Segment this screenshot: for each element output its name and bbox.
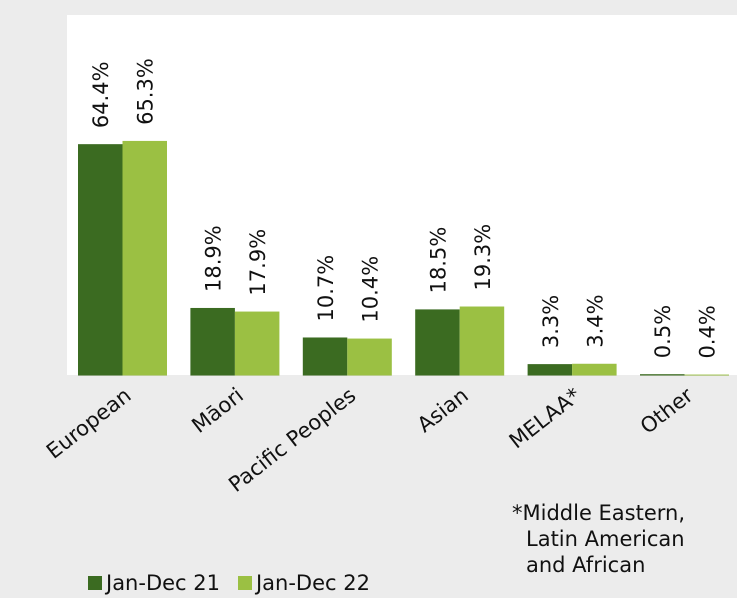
bar-melaa--series-1 bbox=[527, 364, 573, 376]
bar-european-series-1 bbox=[78, 144, 123, 376]
footnote-line-2: Latin American bbox=[526, 527, 685, 551]
category-label: Other bbox=[636, 383, 698, 439]
category-label: MELAA* bbox=[505, 383, 585, 453]
category-label: European bbox=[42, 383, 136, 463]
bar-european-series-2 bbox=[122, 140, 167, 376]
data-label: 3.3% bbox=[539, 295, 563, 348]
data-label: 65.3% bbox=[134, 58, 158, 125]
legend-item-jan-dec-21: Jan-Dec 21 bbox=[88, 571, 220, 595]
category-label: Māori bbox=[187, 383, 248, 438]
bar-m-ori-series-2 bbox=[234, 311, 280, 376]
plot-area bbox=[67, 15, 737, 377]
data-label: 10.7% bbox=[314, 255, 338, 322]
bar-pacific-peoples-series-2 bbox=[347, 338, 392, 376]
bar-melaa--series-2 bbox=[572, 363, 617, 376]
data-label: 18.9% bbox=[202, 225, 226, 292]
legend-label: Jan-Dec 22 bbox=[255, 571, 370, 595]
legend-swatch-light-green bbox=[237, 576, 252, 590]
legend: Jan-Dec 21 Jan-Dec 22 bbox=[88, 568, 370, 598]
data-label: 64.4% bbox=[89, 61, 113, 128]
category-label: Asian bbox=[413, 383, 473, 437]
bar-asian-series-2 bbox=[459, 306, 505, 376]
bar-asian-series-1 bbox=[415, 309, 460, 376]
data-label: 18.5% bbox=[426, 227, 450, 294]
bar-other-series-2 bbox=[684, 374, 729, 377]
data-label: 0.5% bbox=[651, 305, 675, 358]
footnote: *Middle Eastern, Latin American and Afri… bbox=[512, 500, 737, 578]
data-label: 10.4% bbox=[359, 256, 383, 323]
legend-item-jan-dec-22: Jan-Dec 22 bbox=[237, 571, 370, 595]
footnote-line-3: and African bbox=[526, 553, 646, 577]
data-label: 19.3% bbox=[471, 224, 495, 291]
data-label: 17.9% bbox=[246, 229, 270, 296]
legend-swatch-dark-green bbox=[88, 576, 102, 590]
legend-label: Jan-Dec 21 bbox=[106, 571, 220, 595]
data-label: 0.4% bbox=[696, 305, 720, 358]
bar-pacific-peoples-series-1 bbox=[302, 337, 348, 376]
bar-m-ori-series-1 bbox=[190, 307, 235, 376]
data-label: 3.4% bbox=[583, 294, 607, 347]
footnote-line-1: *Middle Eastern, bbox=[512, 501, 686, 525]
bar-other-series-1 bbox=[640, 374, 685, 376]
